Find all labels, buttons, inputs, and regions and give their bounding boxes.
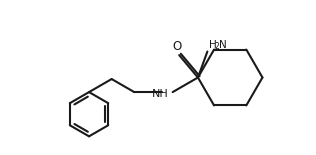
Text: N: N	[219, 40, 227, 50]
Text: 2: 2	[215, 42, 220, 51]
Text: NH: NH	[152, 89, 169, 99]
Text: O: O	[172, 40, 181, 53]
Text: H: H	[209, 40, 217, 50]
